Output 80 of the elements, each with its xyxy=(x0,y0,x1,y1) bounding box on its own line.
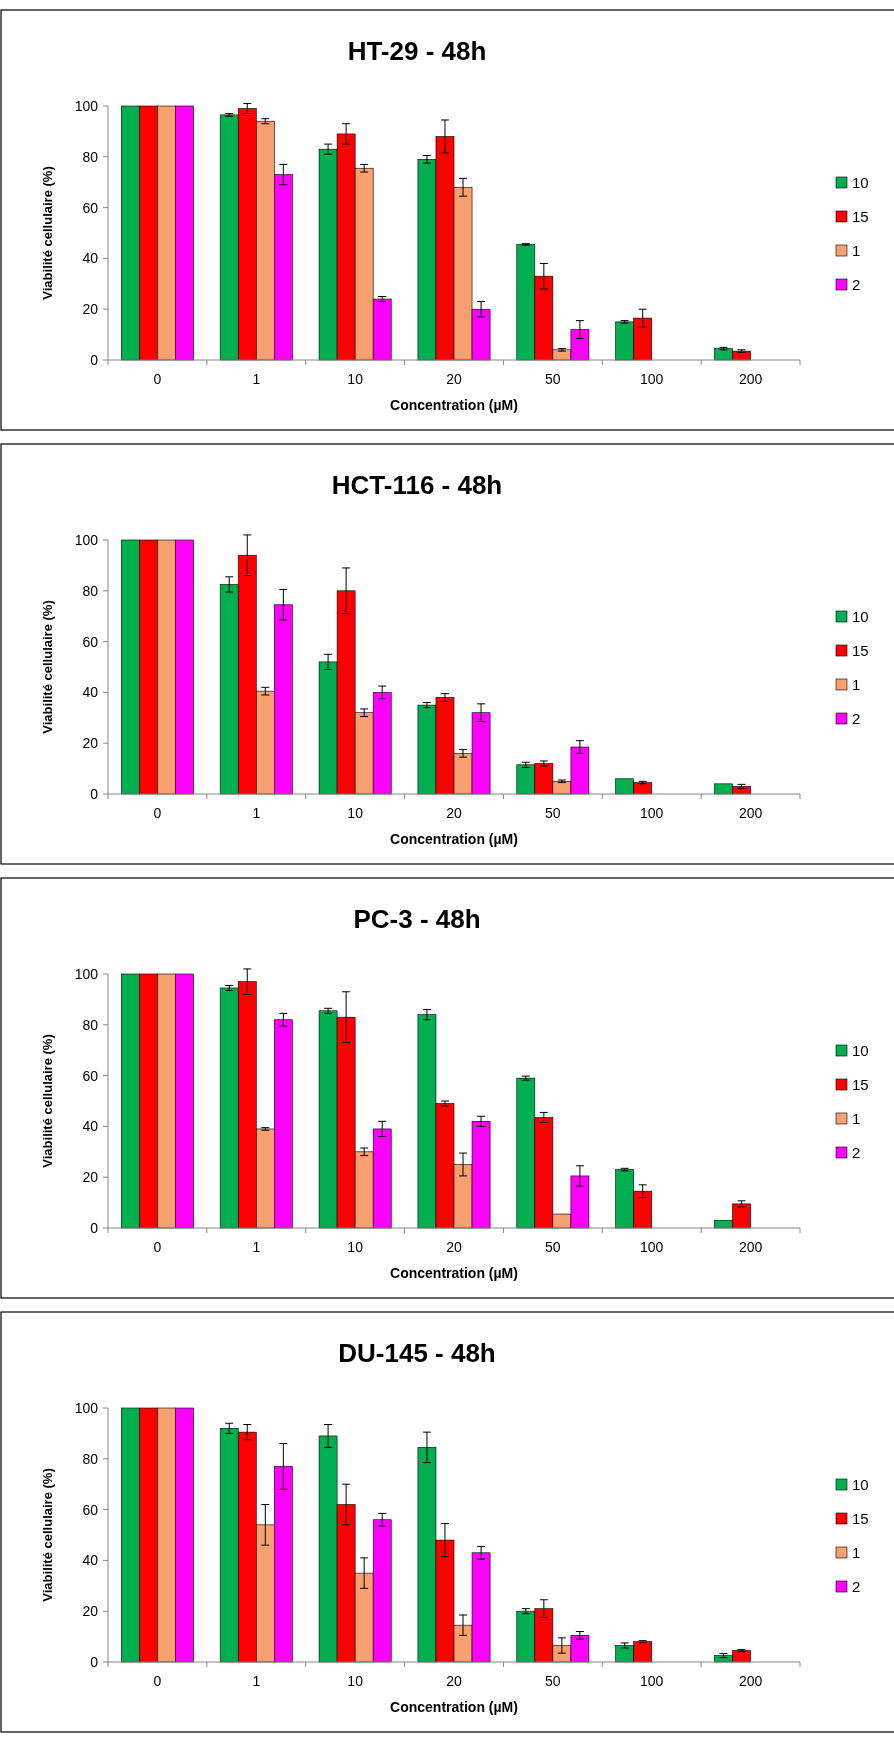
x-tick-label: 10 xyxy=(347,805,364,821)
x-tick-label: 20 xyxy=(446,805,462,821)
y-tick-label: 80 xyxy=(82,148,99,165)
y-tick-label: 20 xyxy=(82,301,99,318)
y-tick-label: 40 xyxy=(82,1552,99,1569)
y-tick-label: 60 xyxy=(82,633,99,650)
chart-title: PC-3 - 48h xyxy=(353,904,481,934)
y-tick-label: 100 xyxy=(74,531,99,548)
x-tick-label: 50 xyxy=(545,1673,561,1689)
legend-label: 15 xyxy=(852,208,869,226)
x-tick-label: 1 xyxy=(252,1673,261,1689)
x-tick-label: 200 xyxy=(738,371,763,387)
x-tick-label: 50 xyxy=(545,1239,561,1255)
legend-label: 10 xyxy=(852,1042,869,1060)
x-tick-label: 10 xyxy=(347,1673,364,1689)
x-tick-label: 1 xyxy=(252,805,261,821)
y-tick-label: 20 xyxy=(82,1169,99,1186)
legend-label: 15 xyxy=(852,642,869,660)
x-axis-title: Concentration (µM) xyxy=(390,1265,518,1281)
chart-title: DU-145 - 48h xyxy=(338,1338,496,1368)
y-tick-label: 100 xyxy=(74,965,99,982)
y-axis-title: Viabilité cellulaire (%) xyxy=(40,1034,55,1168)
x-tick-label: 1 xyxy=(252,1239,261,1255)
y-axis-title: Viabilité cellulaire (%) xyxy=(40,166,55,300)
y-tick-label: 40 xyxy=(82,250,99,267)
x-tick-label: 50 xyxy=(545,805,561,821)
legend-label: 1 xyxy=(852,1544,861,1562)
y-axis-title: Viabilité cellulaire (%) xyxy=(40,1468,55,1602)
x-tick-label: 10 xyxy=(347,371,364,387)
y-tick-label: 0 xyxy=(90,1219,99,1236)
x-tick-label: 1 xyxy=(252,371,261,387)
y-axis-title: Viabilité cellulaire (%) xyxy=(40,600,55,734)
legend-label: 2 xyxy=(852,276,861,294)
y-tick-label: 80 xyxy=(82,1016,99,1033)
legend-label: 1 xyxy=(852,242,861,260)
y-tick-label: 40 xyxy=(82,684,99,701)
y-tick-label: 80 xyxy=(82,582,99,599)
x-tick-label: 0 xyxy=(153,371,162,387)
chart-title: HCT-116 - 48h xyxy=(331,470,503,500)
y-tick-label: 0 xyxy=(90,785,99,802)
x-tick-label: 0 xyxy=(153,805,162,821)
y-tick-label: 0 xyxy=(90,351,99,368)
x-tick-label: 50 xyxy=(545,371,561,387)
y-tick-label: 0 xyxy=(90,1653,99,1670)
y-tick-label: 60 xyxy=(82,1067,99,1084)
legend-label: 1 xyxy=(852,1110,861,1128)
y-tick-label: 100 xyxy=(74,1399,99,1416)
x-tick-label: 20 xyxy=(446,1673,462,1689)
y-tick-label: 60 xyxy=(82,199,99,216)
x-tick-label: 200 xyxy=(738,1673,763,1689)
x-axis-title: Concentration (µM) xyxy=(390,831,518,847)
x-tick-label: 100 xyxy=(640,805,664,821)
y-tick-label: 20 xyxy=(82,735,99,752)
x-tick-label: 0 xyxy=(153,1239,162,1255)
legend-label: 2 xyxy=(852,1144,861,1162)
chart-title: HT-29 - 48h xyxy=(347,36,487,66)
x-axis-title: Concentration (µM) xyxy=(390,1699,518,1715)
legend-label: 1 xyxy=(852,676,861,694)
x-tick-label: 100 xyxy=(640,371,664,387)
legend-label: 10 xyxy=(852,608,869,626)
legend-label: 15 xyxy=(852,1076,869,1094)
x-tick-label: 20 xyxy=(446,371,462,387)
x-tick-label: 20 xyxy=(446,1239,462,1255)
y-tick-label: 40 xyxy=(82,1118,99,1135)
x-tick-label: 10 xyxy=(347,1239,364,1255)
legend-label: 2 xyxy=(852,1578,861,1596)
x-tick-label: 100 xyxy=(640,1239,664,1255)
y-tick-label: 80 xyxy=(82,1450,99,1467)
x-tick-label: 100 xyxy=(640,1673,664,1689)
legend-label: 10 xyxy=(852,1476,869,1494)
y-tick-label: 60 xyxy=(82,1501,99,1518)
legend-label: 10 xyxy=(852,174,869,192)
x-tick-label: 0 xyxy=(153,1673,162,1689)
y-tick-label: 100 xyxy=(74,97,99,114)
x-tick-label: 200 xyxy=(738,805,763,821)
legend-label: 2 xyxy=(852,710,861,728)
y-tick-label: 20 xyxy=(82,1603,99,1620)
x-axis-title: Concentration (µM) xyxy=(390,397,518,413)
x-tick-label: 200 xyxy=(738,1239,763,1255)
legend-label: 15 xyxy=(852,1510,869,1528)
